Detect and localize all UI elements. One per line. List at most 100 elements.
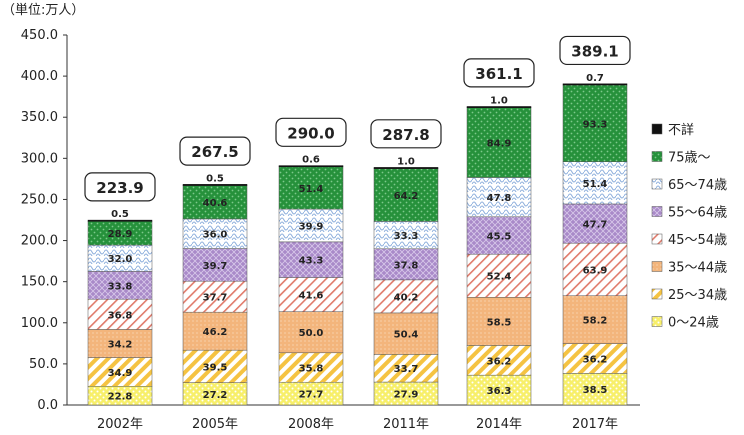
legend-label: 0～24歳 — [668, 316, 719, 331]
bar-segment — [562, 373, 628, 406]
bar-segment — [278, 352, 344, 383]
segment-value-label: 40.6 — [203, 198, 228, 209]
segment-value-label: 33.8 — [108, 281, 133, 292]
unknown-value-label: 1.0 — [397, 156, 415, 167]
segment-value-label: 58.2 — [583, 316, 608, 327]
bar-segment — [87, 271, 153, 300]
segment-value-label: 39.9 — [299, 221, 324, 232]
y-tick-label: 350.0 — [21, 110, 58, 125]
segment-value-label: 34.2 — [108, 339, 133, 350]
legend-swatch — [651, 233, 663, 245]
segment-value-label: 35.8 — [299, 364, 324, 375]
segment-value-label: 40.2 — [394, 292, 419, 303]
segment-value-label: 63.9 — [583, 265, 608, 276]
total-box — [463, 58, 535, 88]
total-value-label: 361.1 — [475, 65, 522, 83]
total-box — [275, 117, 347, 147]
y-axis-ticks: 0.0 50.0 100.0 150.0 200.0 250.0 300.0 350.0 400… — [21, 28, 67, 413]
bar-segment — [466, 106, 532, 108]
y-tick-label: 100.0 — [21, 316, 58, 331]
total-value-label: 267.5 — [191, 143, 238, 161]
segment-value-label: 47.8 — [487, 193, 512, 204]
y-tick-label: 400.0 — [21, 69, 58, 84]
segment-value-label: 27.7 — [299, 390, 324, 401]
segment-value-label: 36.0 — [203, 230, 228, 241]
x-axis-categories: 2002年 2005年 2008年 2011年 2014年 2017年 — [97, 417, 618, 432]
segment-value-label: 45.5 — [487, 231, 512, 242]
segment-value-label: 36.3 — [487, 386, 512, 397]
segment-value-label: 36.2 — [583, 354, 608, 365]
x-category-label: 2014年 — [476, 417, 522, 432]
unknown-value-label: 0.5 — [111, 209, 129, 220]
bar-segment — [182, 218, 248, 249]
bar-segment — [466, 345, 532, 376]
bar-segment — [87, 329, 153, 358]
total-value-label: 223.9 — [96, 179, 143, 197]
segment-value-label: 36.2 — [487, 356, 512, 367]
legend-label: 65～74歳 — [668, 178, 727, 193]
legend-label: 不詳 — [668, 122, 694, 138]
segment-value-label: 64.2 — [394, 191, 419, 202]
bar-segment — [466, 216, 532, 255]
y-tick-label: 150.0 — [21, 275, 58, 290]
bar-segment — [466, 297, 532, 346]
bars: 22.8 34.9 34.2 36.8 33.8 32.0 28.9 0.5 223.9 27.2… — [84, 35, 631, 406]
segment-value-label: 33.3 — [394, 231, 419, 242]
bar-segment — [373, 312, 439, 355]
bar-segment — [182, 311, 248, 351]
segment-value-label: 47.7 — [583, 220, 608, 231]
segment-value-label: 34.9 — [108, 368, 133, 379]
legend-swatch — [651, 206, 663, 217]
legend-swatch — [651, 316, 663, 327]
segment-value-label: 37.8 — [394, 260, 419, 271]
bar-segment — [562, 84, 628, 162]
segment-value-label: 50.4 — [394, 330, 419, 341]
bar-segment — [373, 221, 439, 250]
segment-value-label: 41.6 — [299, 291, 324, 302]
total-value-label: 389.1 — [571, 42, 618, 60]
total-box — [559, 35, 631, 66]
unknown-value-label: 0.6 — [302, 155, 320, 166]
x-category-label: 2005年 — [192, 417, 238, 432]
x-category-label: 2008年 — [288, 417, 334, 432]
bar-segment — [182, 280, 248, 313]
segment-value-label: 32.0 — [108, 254, 133, 265]
total-value-label: 287.8 — [382, 126, 429, 144]
total-box — [179, 136, 251, 166]
bar-segment — [278, 208, 344, 243]
legend: 不詳 75歳～ 65～74歳 55～64歳 45～54歳 35～44歳 25～34歳 0～24… — [651, 122, 727, 331]
bar-segment — [373, 167, 439, 169]
bar-segment — [87, 298, 153, 330]
bar-segment — [182, 248, 248, 282]
unknown-value-label: 1.0 — [490, 95, 508, 106]
bar-segment — [278, 277, 344, 312]
bar-segment — [182, 184, 248, 186]
y-tick-label: 450.0 — [21, 28, 58, 43]
bar-segment — [87, 219, 153, 222]
segment-value-label: 93.3 — [583, 119, 608, 130]
legend-swatch — [651, 261, 663, 272]
y-tick-label: 300.0 — [21, 151, 58, 166]
bar-segment — [373, 248, 439, 281]
segment-value-label: 43.3 — [299, 256, 324, 267]
segment-value-label: 28.9 — [108, 229, 133, 240]
total-value-label: 290.0 — [287, 124, 334, 142]
total-box — [84, 172, 156, 202]
segment-value-label: 38.5 — [583, 385, 608, 396]
y-tick-label: 0.0 — [37, 398, 58, 413]
bar-segment — [278, 311, 344, 354]
segment-value-label: 27.9 — [394, 390, 419, 401]
x-category-label: 2017年 — [572, 417, 618, 432]
segment-value-label: 84.9 — [487, 139, 512, 150]
legend-label: 45～54歳 — [668, 233, 727, 248]
legend-label: 25～34歳 — [668, 288, 727, 303]
legend-label: 55～64歳 — [668, 206, 727, 221]
unknown-value-label: 0.7 — [586, 73, 604, 84]
segment-value-label: 22.8 — [108, 392, 133, 403]
bar-segment — [182, 349, 248, 383]
y-tick-label: 200.0 — [21, 234, 58, 249]
segment-value-label: 58.5 — [487, 317, 512, 328]
legend-swatch — [651, 151, 663, 162]
legend-label: 75歳～ — [668, 151, 711, 166]
segment-value-label: 27.2 — [203, 390, 228, 401]
